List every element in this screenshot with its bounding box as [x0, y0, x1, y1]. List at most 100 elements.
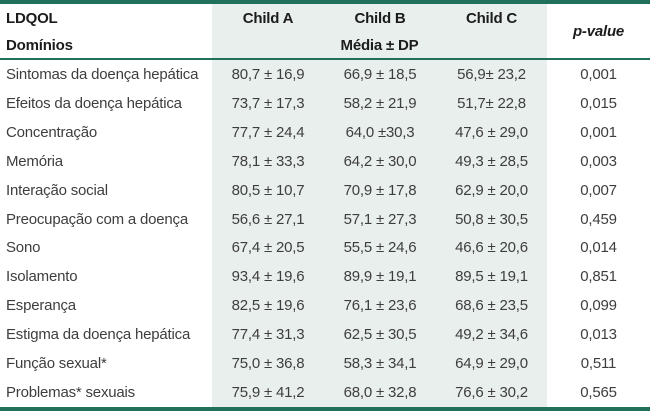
- domain-label-cell: Sintomas da doença hepática: [0, 60, 212, 89]
- p-value: 0,001: [580, 65, 617, 83]
- p-value-cell: 0,013: [547, 320, 650, 349]
- child-b-value: 55,5 ± 24,6: [343, 239, 417, 257]
- child-a-value: 78,1 ± 33,3: [231, 152, 305, 170]
- p-value: 0,099: [580, 297, 617, 315]
- table-header: LDQOL Child A Child B Child C p-value Do…: [0, 4, 650, 58]
- child-a-value-cell: 82,5 ± 19,6: [212, 291, 324, 321]
- p-value-cell: 0,001: [547, 118, 650, 147]
- child-c-value-cell: 49,2 ± 34,6: [436, 320, 547, 350]
- p-value: 0,001: [580, 123, 617, 141]
- header-child-c-label: Child C: [465, 9, 518, 27]
- p-value: 0,511: [580, 355, 617, 373]
- child-b-value-cell: 66,9 ± 18,5: [324, 60, 436, 89]
- table-row: Efeitos da doença hepática 73,7 ± 17,3 5…: [0, 88, 650, 118]
- child-a-value: 77,4 ± 31,3: [231, 326, 305, 344]
- child-a-value-cell: 78,1 ± 33,3: [212, 146, 324, 176]
- table-row: Sono 67,4 ± 20,5 55,5 ± 24,6 46,6 ± 20,6…: [0, 233, 650, 263]
- header-ldqol: LDQOL: [0, 4, 212, 32]
- child-c-value: 49,3 ± 28,5: [455, 152, 528, 170]
- domain-label-cell: Função sexual*: [0, 349, 212, 378]
- child-b-value: 57,1 ± 27,3: [343, 210, 417, 228]
- child-b-value: 64,2 ± 30,0: [343, 152, 417, 170]
- domain-label-cell: Problemas* sexuais: [0, 378, 212, 407]
- domain-label: Problemas* sexuais: [6, 384, 135, 402]
- table-row: Estigma da doença hepática 77,4 ± 31,3 6…: [0, 320, 650, 350]
- domain-label: Memória: [6, 152, 63, 170]
- table-row: Memória 78,1 ± 33,3 64,2 ± 30,0 49,3 ± 2…: [0, 146, 650, 176]
- header-p-value-label: p-value: [572, 22, 625, 40]
- child-a-value-cell: 73,7 ± 17,3: [212, 88, 324, 118]
- domain-label: Preocupação com a doença: [6, 210, 188, 228]
- child-a-value: 80,5 ± 10,7: [231, 181, 305, 199]
- child-c-value: 56,9± 23,2: [457, 65, 526, 83]
- header-dominios: Domínios: [0, 32, 212, 58]
- table-row: Problemas* sexuais 75,9 ± 41,2 68,0 ± 32…: [0, 378, 650, 408]
- table-body: Sintomas da doença hepática 80,7 ± 16,9 …: [0, 60, 650, 408]
- header-divider-rule: [0, 58, 650, 60]
- child-c-value-cell: 47,6 ± 29,0: [436, 117, 547, 147]
- domain-label-cell: Interação social: [0, 176, 212, 205]
- child-b-value-cell: 62,5 ± 30,5: [324, 320, 436, 350]
- domain-label-cell: Estigma da doença hepática: [0, 320, 212, 349]
- p-value: 0,015: [580, 94, 617, 112]
- child-c-value: 50,8 ± 30,5: [455, 210, 528, 228]
- header-child-b-label: Child B: [354, 9, 406, 27]
- child-b-value-cell: 70,9 ± 17,8: [324, 175, 436, 205]
- child-a-value: 73,7 ± 17,3: [231, 94, 305, 112]
- child-a-value: 67,4 ± 20,5: [231, 239, 305, 257]
- child-b-value: 62,5 ± 30,5: [343, 326, 417, 344]
- child-a-value-cell: 80,5 ± 10,7: [212, 175, 324, 205]
- child-c-value-cell: 89,5 ± 19,1: [436, 262, 547, 292]
- p-value-cell: 0,565: [547, 378, 650, 407]
- child-b-value-cell: 68,0 ± 32,8: [324, 378, 436, 408]
- header-child-a: Child A: [212, 4, 324, 32]
- child-a-value: 93,4 ± 19,6: [231, 268, 305, 286]
- domain-label: Estigma da doença hepática: [6, 326, 191, 344]
- p-value: 0,013: [580, 326, 617, 344]
- child-b-value-cell: 89,9 ± 19,1: [324, 262, 436, 292]
- p-value-cell: 0,099: [547, 291, 650, 320]
- domain-label: Sintomas da doença hepática: [6, 65, 199, 83]
- child-a-value-cell: 56,6 ± 27,1: [212, 204, 324, 234]
- header-media-dp: Média ± DP: [212, 32, 547, 58]
- child-c-value-cell: 50,8 ± 30,5: [436, 204, 547, 234]
- table-bottom-rule: [0, 407, 650, 411]
- child-b-value-cell: 58,3 ± 34,1: [324, 349, 436, 379]
- child-b-value: 89,9 ± 19,1: [343, 268, 417, 286]
- domain-label: Isolamento: [6, 268, 78, 286]
- p-value: 0,003: [580, 152, 617, 170]
- domain-label-cell: Esperança: [0, 291, 212, 320]
- child-c-value: 62,9 ± 20,0: [455, 181, 528, 199]
- child-a-value: 75,0 ± 36,8: [231, 355, 305, 373]
- header-ldqol-label: LDQOL: [6, 9, 58, 27]
- child-c-value-cell: 51,7± 22,8: [436, 88, 547, 118]
- child-a-value-cell: 93,4 ± 19,6: [212, 262, 324, 292]
- child-a-value-cell: 67,4 ± 20,5: [212, 233, 324, 263]
- domain-label: Concentração: [6, 123, 97, 141]
- child-c-value-cell: 64,9 ± 29,0: [436, 349, 547, 379]
- child-a-value: 56,6 ± 27,1: [231, 210, 305, 228]
- p-value-cell: 0,015: [547, 89, 650, 118]
- p-value-cell: 0,003: [547, 147, 650, 176]
- domain-label-cell: Isolamento: [0, 262, 212, 291]
- domain-label: Efeitos da doença hepática: [6, 94, 182, 112]
- child-c-value-cell: 49,3 ± 28,5: [436, 146, 547, 176]
- child-a-value-cell: 77,4 ± 31,3: [212, 320, 324, 350]
- child-a-value-cell: 77,7 ± 24,4: [212, 117, 324, 147]
- domain-label-cell: Efeitos da doença hepática: [0, 89, 212, 118]
- child-c-value: 49,2 ± 34,6: [455, 326, 528, 344]
- header-media-dp-label: Média ± DP: [340, 36, 419, 54]
- table-row: Isolamento 93,4 ± 19,6 89,9 ± 19,1 89,5 …: [0, 262, 650, 292]
- header-child-c: Child C: [436, 4, 547, 32]
- child-c-value: 46,6 ± 20,6: [455, 239, 528, 257]
- domain-label-cell: Memória: [0, 147, 212, 176]
- p-value: 0,851: [580, 268, 617, 286]
- p-value-cell: 0,007: [547, 176, 650, 205]
- child-b-value: 68,0 ± 32,8: [343, 384, 417, 402]
- child-a-value: 82,5 ± 19,6: [231, 297, 305, 315]
- domain-label-cell: Preocupação com a doença: [0, 205, 212, 234]
- child-a-value-cell: 75,9 ± 41,2: [212, 378, 324, 408]
- child-b-value: 58,3 ± 34,1: [343, 355, 417, 373]
- table-row: Esperança 82,5 ± 19,6 76,1 ± 23,6 68,6 ±…: [0, 291, 650, 321]
